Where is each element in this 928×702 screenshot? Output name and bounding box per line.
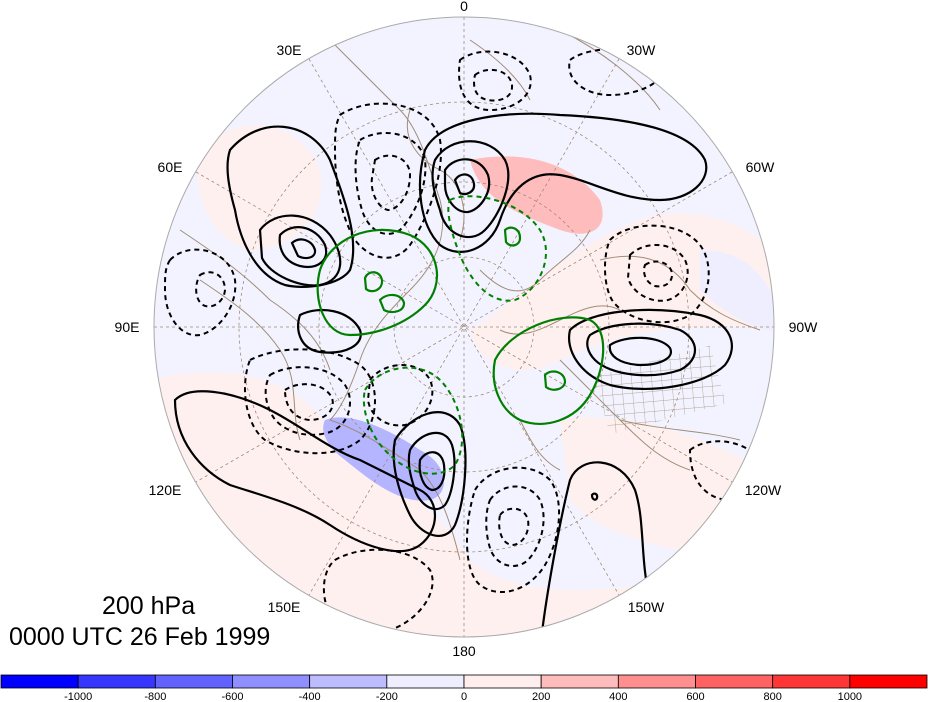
colorbar-tick-label: -600	[221, 691, 243, 702]
colorbar: -1000 -800 -600 -400 -200 0 200 400 600 800 1000	[0, 674, 928, 702]
lon-label-150w: 150W	[628, 599, 665, 615]
colorbar-tick-label: 200	[532, 691, 550, 702]
colorbar-tick-label: -1000	[64, 691, 92, 702]
colorbar-box	[772, 674, 851, 689]
lon-label-120e: 120E	[149, 482, 182, 498]
colorbar-tick-label: 1000	[838, 691, 862, 702]
green-dashed-contours	[362, 195, 547, 475]
colorbar-tick-label: 800	[763, 691, 781, 702]
colorbar-labels: -1000 -800 -600 -400 -200 0 200 400 600 800 1000	[64, 691, 862, 702]
colorbar-box	[77, 674, 156, 689]
polar-stereographic-map: 0 30W 60W 90W 120W 150W 180 150E 120E 90…	[115, 0, 819, 659]
colorbar-box	[154, 674, 233, 689]
colorbar-tick-label: 600	[686, 691, 704, 702]
map-boundary	[153, 16, 775, 638]
negative-contours	[163, 48, 765, 635]
lon-label-0: 0	[460, 0, 468, 14]
colorbar-box	[540, 674, 619, 689]
colorbar-box	[0, 674, 79, 689]
pressure-level-label: 200 hPa	[102, 592, 196, 620]
colorbar-box	[309, 674, 388, 689]
colorbar-box	[849, 674, 928, 689]
colorbar-box	[695, 674, 774, 689]
colorbar-tick-label: 0	[461, 691, 467, 702]
lon-label-30w: 30W	[627, 42, 657, 58]
colorbar-boxes	[0, 674, 928, 689]
lon-label-60w: 60W	[746, 159, 776, 175]
green-contours	[316, 226, 605, 425]
lon-label-90w: 90W	[789, 319, 819, 335]
colorbar-tick-label: -400	[299, 691, 321, 702]
colorbar-tick-label: -800	[144, 691, 166, 702]
colorbar-box	[617, 674, 696, 689]
positive-contours	[173, 112, 733, 637]
colorbar-box	[386, 674, 465, 689]
datetime-label: 0000 UTC 26 Feb 1999	[9, 623, 271, 651]
colorbar-tick-label: 400	[609, 691, 627, 702]
lon-label-30e: 30E	[277, 42, 302, 58]
colorbar-tick-label: -200	[376, 691, 398, 702]
lon-label-60e: 60E	[158, 159, 183, 175]
lon-label-180: 180	[452, 643, 476, 659]
colorbar-box	[232, 674, 311, 689]
lon-label-120w: 120W	[745, 482, 782, 498]
lon-label-90e: 90E	[115, 319, 140, 335]
colorbar-box	[463, 674, 542, 689]
lon-label-150e: 150E	[268, 599, 301, 615]
hatched-region	[594, 345, 726, 435]
